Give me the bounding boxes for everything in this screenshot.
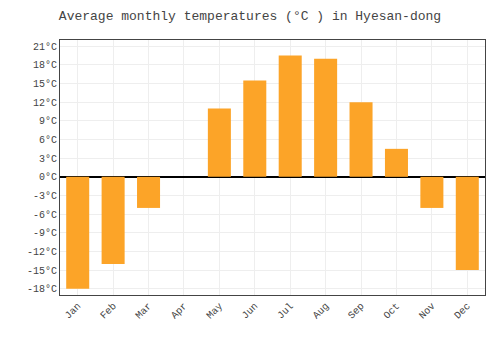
svg-text:9°C: 9°C (39, 116, 57, 127)
svg-text:Oct: Oct (382, 301, 403, 322)
svg-text:-18°C: -18°C (27, 284, 57, 295)
svg-text:-6°C: -6°C (33, 210, 57, 221)
svg-text:Feb: Feb (98, 301, 119, 322)
svg-text:Sep: Sep (346, 301, 367, 322)
svg-text:-9°C: -9°C (33, 228, 57, 239)
svg-text:Dec: Dec (452, 301, 473, 322)
svg-text:-3°C: -3°C (33, 191, 57, 202)
svg-text:Jun: Jun (240, 301, 261, 322)
svg-text:Nov: Nov (417, 301, 438, 322)
svg-text:Apr: Apr (169, 301, 190, 322)
svg-text:Jul: Jul (275, 301, 296, 322)
svg-text:6°C: 6°C (39, 135, 57, 146)
svg-text:-15°C: -15°C (27, 266, 57, 277)
svg-text:21°C: 21°C (33, 42, 57, 53)
svg-text:Average monthly temperatures (: Average monthly temperatures (°C ) in Hy… (59, 9, 441, 24)
svg-text:-12°C: -12°C (27, 247, 57, 258)
svg-text:18°C: 18°C (33, 60, 57, 71)
svg-text:15°C: 15°C (33, 79, 57, 90)
svg-text:12°C: 12°C (33, 98, 57, 109)
svg-text:3°C: 3°C (39, 154, 57, 165)
svg-text:0°C: 0°C (39, 172, 57, 183)
svg-text:Aug: Aug (311, 301, 332, 322)
svg-text:May: May (205, 301, 226, 322)
svg-text:Jan: Jan (63, 301, 84, 322)
svg-text:Mar: Mar (134, 301, 155, 322)
